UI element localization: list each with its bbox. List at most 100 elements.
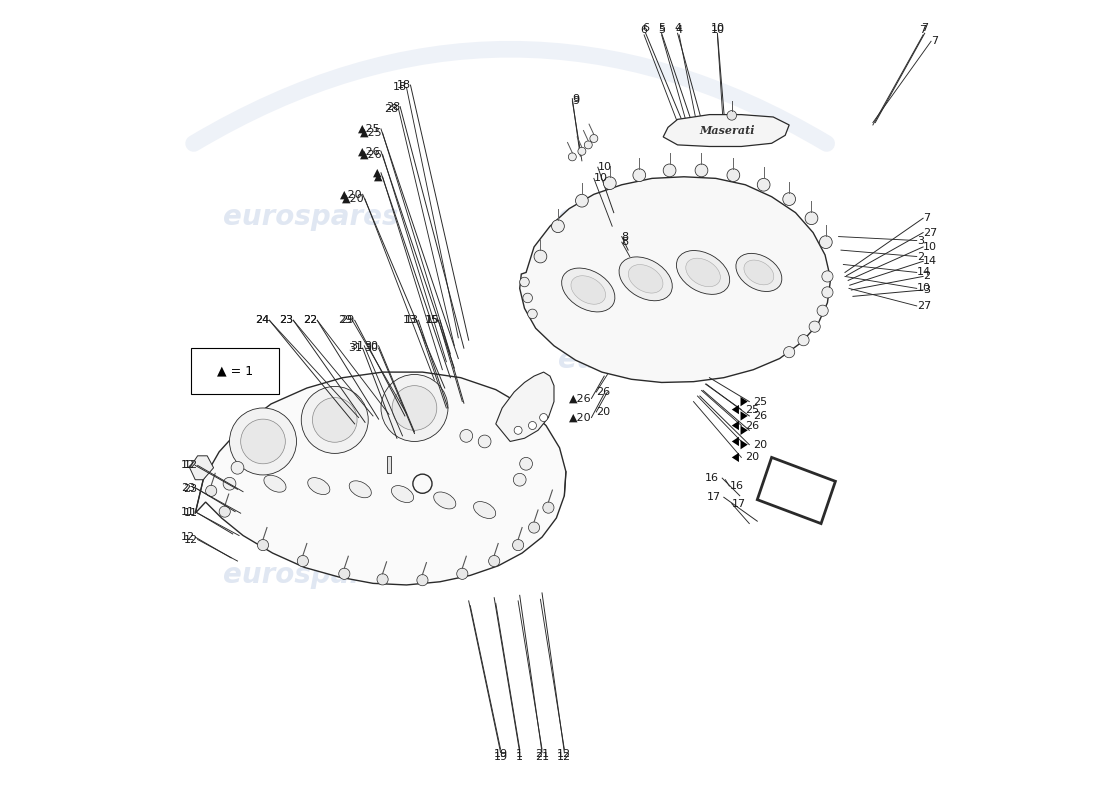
Circle shape [551, 220, 564, 233]
Text: 15: 15 [425, 315, 439, 326]
Text: Maserati: Maserati [700, 125, 755, 136]
Circle shape [522, 293, 532, 302]
Text: 12: 12 [182, 532, 195, 542]
Circle shape [540, 414, 548, 422]
Text: 9: 9 [572, 94, 580, 104]
Circle shape [822, 286, 833, 298]
Text: 17: 17 [732, 498, 746, 509]
Circle shape [805, 212, 818, 225]
Text: 2: 2 [923, 271, 931, 282]
Text: ▲20: ▲20 [569, 413, 592, 422]
FancyBboxPatch shape [191, 348, 279, 394]
Text: 22: 22 [302, 315, 317, 326]
Text: ▲26: ▲26 [360, 150, 383, 159]
Text: 28: 28 [386, 102, 400, 112]
Text: 12: 12 [182, 460, 195, 470]
Circle shape [727, 110, 737, 120]
Circle shape [798, 334, 810, 346]
Text: 7: 7 [920, 25, 926, 35]
Text: 14: 14 [916, 267, 931, 278]
Text: 26: 26 [596, 387, 611, 397]
Circle shape [569, 153, 576, 161]
Text: 21: 21 [535, 752, 549, 762]
Circle shape [817, 305, 828, 316]
Text: 21: 21 [535, 749, 549, 759]
Ellipse shape [264, 475, 286, 492]
Circle shape [392, 386, 437, 430]
Circle shape [230, 408, 297, 475]
Text: 16: 16 [705, 473, 719, 483]
Text: 1: 1 [516, 752, 524, 762]
Circle shape [488, 555, 499, 566]
Text: 12: 12 [184, 460, 198, 470]
Text: 10: 10 [923, 242, 937, 252]
Circle shape [528, 522, 540, 533]
Text: 3: 3 [923, 285, 931, 295]
Text: 7: 7 [921, 23, 928, 34]
Ellipse shape [628, 265, 663, 293]
Circle shape [223, 478, 235, 490]
Text: 27: 27 [923, 227, 937, 238]
Text: 16: 16 [729, 481, 744, 491]
Text: 2: 2 [916, 251, 924, 262]
Text: 10: 10 [594, 174, 608, 183]
Circle shape [542, 502, 554, 514]
Bar [386, 456, 392, 474]
Text: eurospares: eurospares [223, 562, 398, 590]
Text: 26: 26 [746, 421, 759, 430]
Circle shape [514, 426, 522, 434]
Text: ▲25: ▲25 [359, 124, 381, 134]
Text: ▲25: ▲25 [360, 128, 383, 138]
Text: 25: 25 [746, 405, 759, 414]
Circle shape [241, 419, 285, 464]
Text: 13: 13 [403, 315, 417, 326]
Circle shape [381, 374, 448, 442]
Text: 11: 11 [184, 508, 198, 518]
Text: 31: 31 [350, 341, 364, 350]
Circle shape [519, 278, 529, 286]
Ellipse shape [685, 258, 720, 286]
Text: 6: 6 [640, 25, 648, 35]
Text: 31: 31 [349, 343, 363, 353]
Text: 22: 22 [302, 315, 317, 326]
Text: 8: 8 [621, 231, 629, 242]
Text: ▲20: ▲20 [342, 194, 365, 204]
Text: 12: 12 [558, 752, 571, 762]
Ellipse shape [349, 481, 372, 498]
Ellipse shape [619, 257, 672, 301]
Polygon shape [732, 421, 739, 430]
Circle shape [783, 346, 794, 358]
Text: 23: 23 [182, 482, 195, 493]
Text: 5: 5 [658, 25, 666, 35]
Text: 23: 23 [279, 315, 294, 326]
Circle shape [297, 555, 308, 566]
Circle shape [584, 141, 592, 149]
Text: eurospares: eurospares [558, 346, 734, 374]
Text: ▲20: ▲20 [340, 190, 363, 199]
Text: 10: 10 [916, 283, 931, 294]
Text: 20: 20 [596, 407, 611, 417]
Circle shape [219, 506, 230, 517]
Text: ▲: ▲ [373, 168, 381, 178]
Circle shape [528, 309, 537, 318]
Polygon shape [740, 426, 748, 435]
Text: 19: 19 [494, 752, 507, 762]
Text: 29: 29 [338, 315, 352, 326]
Circle shape [822, 271, 833, 282]
Circle shape [575, 194, 589, 207]
Ellipse shape [676, 250, 729, 294]
Ellipse shape [562, 268, 615, 312]
Text: 3: 3 [916, 235, 924, 246]
Circle shape [206, 486, 217, 497]
Polygon shape [496, 372, 554, 442]
Text: 24: 24 [255, 315, 270, 326]
Circle shape [757, 178, 770, 191]
Text: 8: 8 [621, 237, 629, 247]
Circle shape [695, 164, 708, 177]
Text: ▲26: ▲26 [569, 394, 592, 403]
Text: 26: 26 [754, 411, 768, 421]
Polygon shape [732, 405, 739, 414]
Text: 7: 7 [923, 214, 931, 223]
Text: 18: 18 [393, 82, 407, 93]
Circle shape [456, 568, 468, 579]
